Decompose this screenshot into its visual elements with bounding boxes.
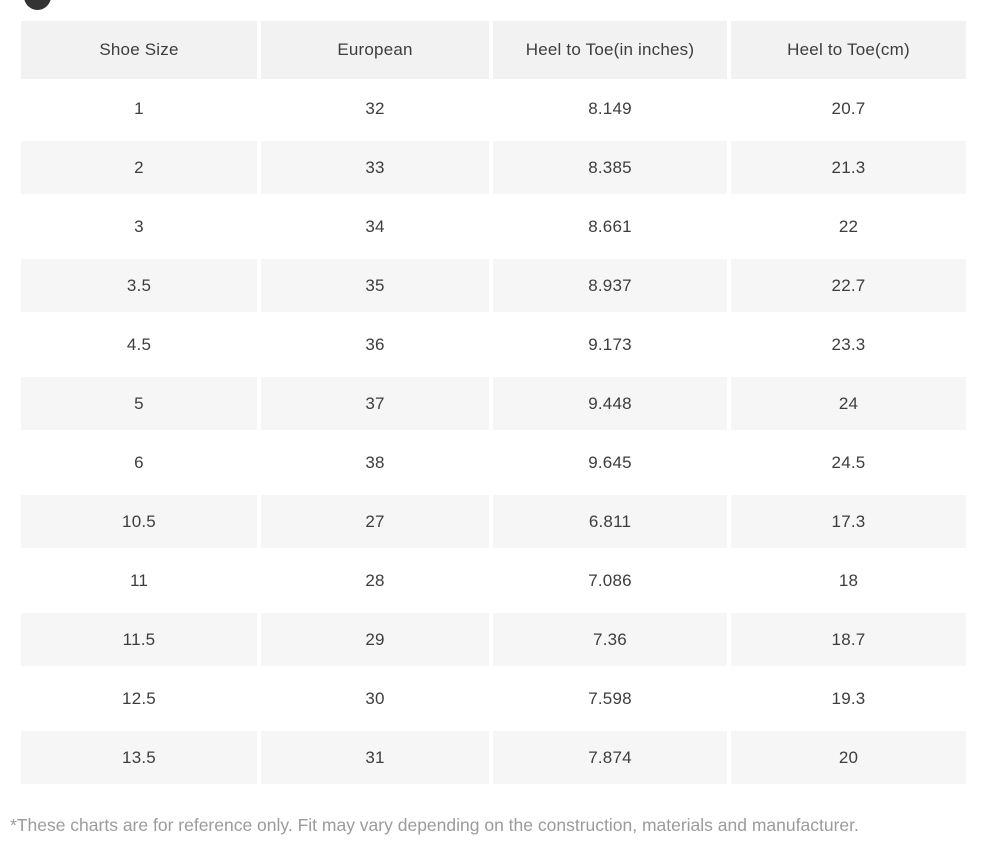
table-cell: 22 (838, 216, 859, 236)
column-header-heel-to-toe-cm: Heel to Toe(cm) (731, 21, 966, 79)
table-cell: 20 (731, 728, 966, 787)
table-row: 6 38 9.645 24.5 (21, 433, 966, 492)
table-cell: 7.086 (588, 570, 632, 590)
table-cell: 17.3 (731, 492, 966, 551)
table-cell: 9.448 (493, 374, 727, 433)
table-cell: 8.149 (588, 98, 632, 118)
table-cell: 6 (134, 452, 144, 472)
table-cell: 6.811 (493, 492, 727, 551)
table-cell: 21.3 (731, 138, 966, 197)
table-cell: 18.7 (731, 610, 966, 669)
table-row: 11.5 29 7.36 18.7 (21, 610, 966, 669)
table-cell: 7.874 (493, 728, 727, 787)
table-cell: 23.3 (831, 334, 866, 354)
table-cell: 13.5 (21, 728, 257, 787)
table-cell: 24.5 (831, 452, 866, 472)
table-cell: 32 (365, 98, 385, 118)
table-cell: 2 (21, 138, 257, 197)
table-body: 1 32 8.149 20.7 2 33 8.385 21.3 3 34 8.661 22 3.5 35 8… (21, 79, 966, 787)
table-row: 1 32 8.149 20.7 (21, 79, 966, 138)
size-chart-table: Shoe Size European Heel to Toe(in inches) H… (21, 21, 966, 787)
table-cell: 8.937 (493, 256, 727, 315)
table-row: 10.5 27 6.811 17.3 (21, 492, 966, 551)
table-row: 3 34 8.661 22 (21, 197, 966, 256)
table-cell: 33 (261, 138, 489, 197)
table-cell: 11 (129, 570, 149, 590)
table-cell: 37 (261, 374, 489, 433)
table-cell: 9.173 (588, 334, 632, 354)
column-header-european: European (261, 21, 489, 79)
table-cell: 7.36 (493, 610, 727, 669)
table-cell: 8.661 (588, 216, 632, 236)
table-cell: 1 (134, 98, 144, 118)
table-cell: 34 (365, 216, 385, 236)
table-cell: 3.5 (21, 256, 257, 315)
table-row: 4.5 36 9.173 23.3 (21, 315, 966, 374)
table-cell: 20.7 (831, 98, 866, 118)
table-cell: 38 (365, 452, 385, 472)
table-header-row: Shoe Size European Heel to Toe(in inches) H… (21, 21, 966, 79)
table-cell: 31 (261, 728, 489, 787)
table-cell: 27 (261, 492, 489, 551)
table-cell: 12.5 (122, 688, 156, 708)
table-cell: 10.5 (21, 492, 257, 551)
disclaimer-text: *These charts are for reference only. Fi… (10, 815, 859, 835)
table-row: 3.5 35 8.937 22.7 (21, 256, 966, 315)
table-cell: 8.385 (493, 138, 727, 197)
column-header-shoe-size: Shoe Size (21, 21, 257, 79)
table-row: 12.5 30 7.598 19.3 (21, 669, 966, 728)
table-cell: 11.5 (21, 610, 257, 669)
table-cell: 5 (21, 374, 257, 433)
table-cell: 28 (365, 570, 385, 590)
table-cell: 7.598 (588, 688, 632, 708)
table-cell: 36 (365, 334, 385, 354)
column-header-heel-to-toe-in-inches: Heel to Toe(in inches) (493, 21, 727, 79)
table-row: 2 33 8.385 21.3 (21, 138, 966, 197)
table-cell: 19.3 (831, 688, 866, 708)
table-cell: 9.645 (588, 452, 632, 472)
table-cell: 35 (261, 256, 489, 315)
table-cell: 18 (838, 570, 859, 590)
table-cell: 24 (731, 374, 966, 433)
table-row: 11 28 7.086 18 (21, 551, 966, 610)
table-row: 5 37 9.448 24 (21, 374, 966, 433)
table-cell: 3 (134, 216, 144, 236)
avatar[interactable] (24, 0, 51, 10)
table-row: 13.5 31 7.874 20 (21, 728, 966, 787)
table-cell: 22.7 (731, 256, 966, 315)
table-cell: 29 (261, 610, 489, 669)
table-cell: 4.5 (126, 334, 152, 354)
table-cell: 30 (365, 688, 385, 708)
